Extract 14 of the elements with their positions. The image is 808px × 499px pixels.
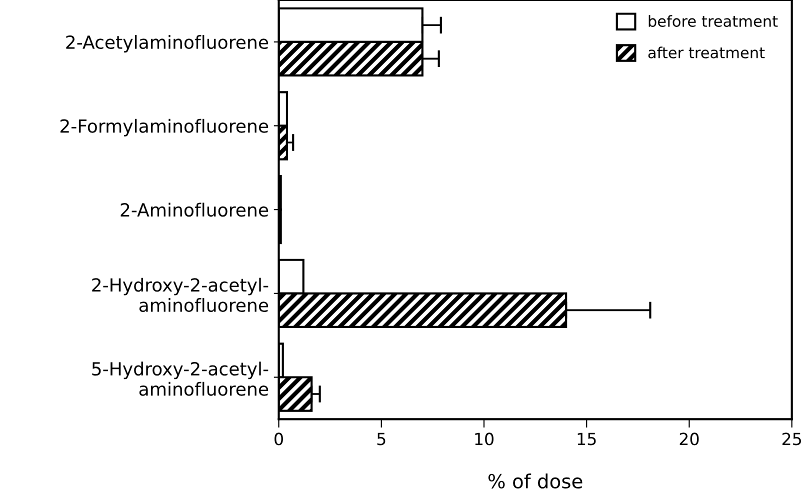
- y-tick-label: 2-Aminofluorene: [120, 202, 268, 217]
- x-axis-title: % of dose: [488, 473, 582, 489]
- legend-label: after treatment: [648, 46, 765, 58]
- legend-label: before treatment: [648, 15, 778, 27]
- y-tick-label: 2-Hydroxy-2-acetyl- aminofluorene: [92, 278, 268, 312]
- y-tick-label: 2-Acetylaminofluorene: [66, 35, 268, 53]
- x-tick-label: 20: [680, 432, 699, 446]
- x-tick-label: 5: [377, 432, 386, 446]
- x-tick-label: 10: [475, 432, 494, 446]
- y-tick-label: 2-Formylaminofluorene: [60, 118, 268, 136]
- x-tick-label: 15: [578, 432, 596, 446]
- x-tick-label: 0: [274, 432, 283, 446]
- x-tick-label: 25: [782, 432, 801, 446]
- y-tick-label: 5-Hydroxy-2-acetyl- aminofluorene: [92, 362, 268, 396]
